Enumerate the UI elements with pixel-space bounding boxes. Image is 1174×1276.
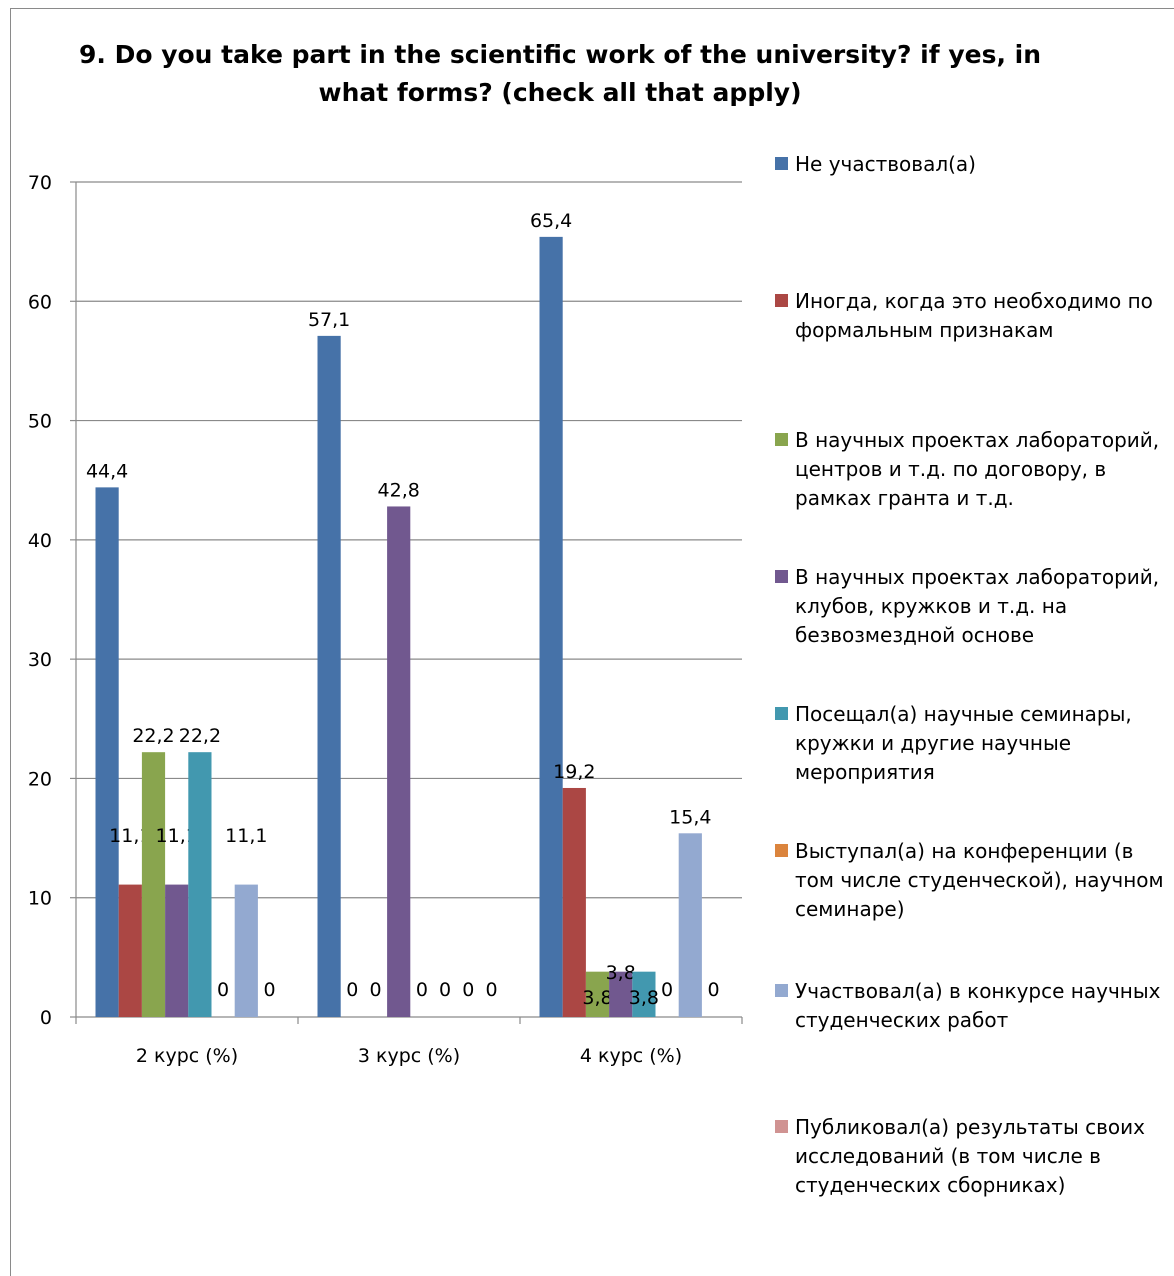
legend-label: Посещал(а) научные семинары, кружки и др…: [795, 702, 1132, 784]
y-tick-label: 40: [28, 530, 52, 552]
bar: [188, 752, 212, 1017]
data-label: 22,2: [132, 725, 174, 747]
data-label: 0: [462, 979, 474, 1001]
bar: [539, 236, 563, 1017]
bar: [387, 506, 411, 1017]
bar: [585, 971, 610, 1017]
y-tick-label: 70: [28, 172, 52, 194]
chart-border: [10, 8, 1174, 1276]
legend-label: Участвовал(а) в конкурсе научных студенч…: [795, 979, 1161, 1032]
data-label: 0: [707, 979, 719, 1001]
x-category-label: 4 курс (%): [580, 1045, 682, 1067]
legend-swatch: [775, 433, 788, 446]
y-tick-label: 0: [40, 1007, 52, 1029]
legend-swatch: [775, 844, 788, 857]
legend-swatch: [775, 294, 788, 307]
data-label: 11,1: [156, 825, 198, 847]
legend-swatch: [775, 707, 788, 720]
legend-swatch: [775, 157, 788, 170]
legend-label: Выступал(а) на конференции (в том числе …: [795, 839, 1164, 921]
data-label: 0: [416, 979, 428, 1001]
data-label: 11,1: [225, 825, 267, 847]
y-tick-label: 60: [28, 291, 52, 313]
data-label: 0: [485, 979, 497, 1001]
x-category-label: 3 курс (%): [358, 1045, 460, 1067]
legend-swatch: [775, 1120, 788, 1133]
legend-label: В научных проектах лабораторий, клубов, …: [795, 565, 1160, 647]
legend-label: Публиковал(а) результаты своих исследова…: [795, 1115, 1145, 1197]
legend-swatch: [775, 984, 788, 997]
data-label: 65,4: [530, 210, 572, 232]
bar: [95, 487, 119, 1017]
legend-label: В научных проектах лабораторий, центров …: [795, 428, 1160, 510]
bar: [165, 884, 189, 1017]
y-tick-label: 10: [28, 888, 52, 910]
data-label: 57,1: [308, 309, 350, 331]
data-label: 0: [217, 979, 229, 1001]
y-tick-label: 30: [28, 649, 52, 671]
data-label: 3,8: [606, 962, 636, 984]
bar: [317, 335, 341, 1018]
y-tick-label: 20: [28, 768, 52, 790]
data-label: 11,1: [109, 825, 151, 847]
chart-title: 9. Do you take part in the scientific wo…: [78, 40, 1042, 107]
data-label: 0: [369, 979, 381, 1001]
y-tick-label: 50: [28, 411, 52, 433]
data-label: 0: [439, 979, 451, 1001]
bar: [562, 787, 586, 1017]
bar: [632, 971, 656, 1017]
data-label: 44,4: [86, 460, 128, 482]
data-label: 0: [263, 979, 275, 1001]
data-label: 22,2: [179, 725, 221, 747]
data-label: 3,8: [582, 987, 612, 1009]
bar: [609, 971, 633, 1017]
data-label: 3,8: [629, 987, 659, 1009]
legend-swatch: [775, 570, 788, 583]
legend-label: Иногда, когда это необходимо по формальн…: [795, 289, 1153, 342]
bar: [678, 833, 702, 1017]
data-label: 19,2: [553, 761, 595, 783]
bar: [118, 884, 142, 1017]
data-label: 0: [346, 979, 358, 1001]
data-label: 42,8: [378, 479, 420, 501]
legend-label: Не участвовал(а): [795, 152, 976, 176]
bar: [141, 752, 166, 1017]
bar: [234, 884, 258, 1017]
data-label: 0: [661, 979, 673, 1001]
x-category-label: 2 курс (%): [136, 1045, 238, 1067]
data-label: 15,4: [669, 806, 711, 828]
